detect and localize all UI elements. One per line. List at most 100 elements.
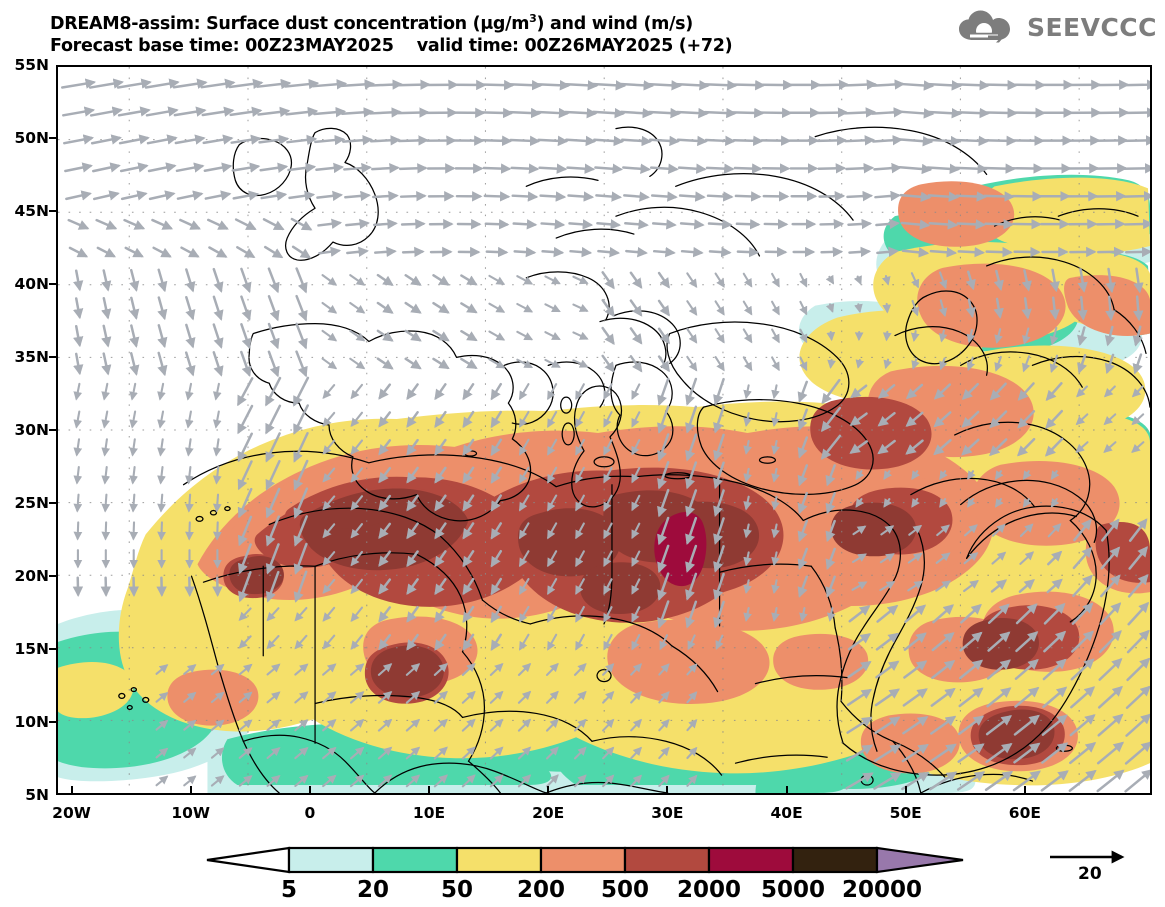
wind-arrow bbox=[230, 134, 262, 145]
wind-arrow bbox=[847, 218, 873, 230]
wind-arrow bbox=[519, 466, 530, 484]
wind-arrow bbox=[875, 660, 900, 679]
wind-arrow bbox=[935, 552, 951, 564]
wind-arrow bbox=[541, 246, 565, 258]
wind-arrow bbox=[398, 163, 428, 174]
wind-arrow bbox=[322, 467, 336, 483]
wind-arrow bbox=[1017, 437, 1036, 457]
wind-arrow bbox=[620, 135, 653, 147]
wind-arrow bbox=[212, 410, 222, 429]
wind-arrow bbox=[624, 219, 649, 230]
wind-arrow bbox=[935, 580, 952, 592]
wind-arrow bbox=[263, 245, 284, 259]
wind-arrow bbox=[575, 466, 585, 484]
wind-arrow bbox=[93, 190, 120, 201]
wind-arrow bbox=[879, 553, 895, 564]
wind-arrow bbox=[321, 357, 338, 370]
wind-arrow bbox=[686, 355, 698, 372]
wind-arrow bbox=[676, 135, 708, 147]
wind-arrow bbox=[686, 272, 698, 289]
wind-arrow bbox=[958, 659, 984, 680]
wind-arrow bbox=[508, 107, 542, 119]
wind-arrow bbox=[873, 744, 902, 763]
wind-arrow bbox=[266, 774, 281, 787]
wind-arrow bbox=[991, 523, 1006, 537]
wind-arrow bbox=[1045, 382, 1063, 402]
wind-arrow bbox=[657, 516, 670, 546]
wind-arrow bbox=[322, 634, 336, 650]
wind-arrow bbox=[490, 633, 503, 652]
wind-arrow bbox=[265, 404, 282, 435]
y-tick-mark bbox=[49, 283, 56, 285]
wind-arrow bbox=[404, 329, 422, 342]
wind-arrow bbox=[743, 523, 752, 539]
wind-arrow bbox=[434, 550, 447, 568]
wind-arrow bbox=[460, 357, 478, 369]
wind-arrow bbox=[267, 322, 280, 350]
wind-arrow bbox=[397, 135, 429, 146]
wind-arrow bbox=[685, 377, 698, 406]
wind-arrow bbox=[771, 439, 780, 455]
wind-arrow bbox=[293, 376, 310, 407]
wind-arrow bbox=[144, 78, 180, 89]
wind-arrow bbox=[545, 746, 559, 760]
wind-arrow bbox=[928, 219, 959, 230]
wind-arrow bbox=[848, 246, 872, 258]
wind-arrow bbox=[406, 494, 419, 512]
wind-arrow bbox=[406, 411, 419, 428]
wind-arrow bbox=[1014, 686, 1040, 708]
wind-arrow bbox=[953, 135, 990, 147]
wind-arrow bbox=[994, 498, 1004, 508]
wind-arrow bbox=[966, 328, 976, 344]
wind-arrow bbox=[567, 191, 595, 202]
wind-arrow bbox=[545, 690, 559, 704]
wind-arrow bbox=[1105, 267, 1116, 294]
wind-arrow bbox=[575, 550, 585, 568]
wind-arrow bbox=[406, 633, 419, 651]
wind-arrow bbox=[817, 163, 847, 174]
wind-arrow bbox=[742, 356, 753, 372]
wind-arrow bbox=[1131, 441, 1145, 453]
wind-scale-reference: 20 bbox=[1038, 845, 1148, 891]
wind-arrow bbox=[986, 687, 1012, 708]
wind-arrow bbox=[657, 299, 670, 317]
wind-arrow bbox=[378, 383, 392, 400]
wind-arrow bbox=[825, 274, 835, 285]
wind-arrow bbox=[1128, 546, 1148, 570]
wind-arrow bbox=[603, 522, 613, 540]
wind-arrow bbox=[850, 384, 868, 399]
wind-arrow bbox=[797, 380, 809, 403]
wind-arrow bbox=[175, 162, 205, 173]
wind-arrow bbox=[350, 578, 364, 595]
wind-arrow bbox=[849, 440, 868, 454]
wind-arrow bbox=[185, 323, 196, 349]
wind-arrow bbox=[152, 246, 172, 258]
wind-arrow bbox=[1017, 410, 1036, 429]
wind-arrow bbox=[825, 303, 835, 313]
wind-arrow bbox=[1071, 602, 1094, 625]
wind-arrow bbox=[565, 135, 597, 147]
wind-arrow bbox=[797, 575, 809, 598]
wind-arrow bbox=[180, 246, 200, 258]
wind-reference-arrow-icon bbox=[1050, 850, 1125, 864]
wind-arrow bbox=[572, 359, 589, 368]
wind-arrow bbox=[267, 267, 280, 294]
wind-arrow bbox=[1077, 354, 1088, 374]
wind-arrow bbox=[378, 634, 392, 651]
wind-arrow bbox=[622, 163, 651, 174]
wind-arrow bbox=[315, 162, 345, 174]
wind-arrow bbox=[965, 270, 976, 291]
wind-arrow bbox=[603, 578, 613, 595]
wind-arrow bbox=[462, 410, 475, 429]
wind-arrow bbox=[349, 691, 365, 704]
wind-arrow bbox=[982, 163, 1016, 174]
y-tick-mark bbox=[49, 429, 56, 431]
wind-arrow bbox=[101, 438, 111, 457]
wind-arrow bbox=[713, 433, 725, 462]
wind-arrow bbox=[399, 190, 427, 202]
colorbar-band-2000-5000 bbox=[707, 846, 795, 874]
wind-arrow bbox=[516, 302, 534, 313]
wind-arrow bbox=[517, 718, 532, 732]
wind-arrow bbox=[519, 605, 530, 623]
wind-arrow bbox=[939, 498, 948, 508]
